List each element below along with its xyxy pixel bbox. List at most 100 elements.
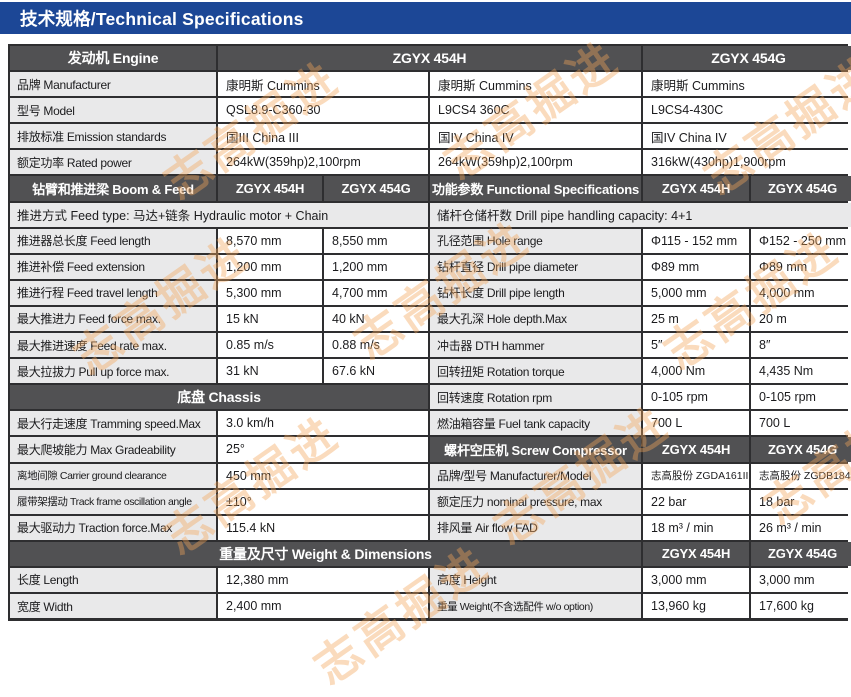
compressor-col-header-454h: ZGYX 454H	[643, 437, 749, 462]
cell-value: 8″	[751, 333, 851, 358]
cell-value: 0.88 m/s	[324, 333, 428, 358]
cell-value: L9CS4-430C	[643, 98, 851, 123]
cell-value: 4,000 mm	[751, 280, 851, 305]
feed-type-note: 推进方式 Feed type: 马达+链条 Hydraulic motor + …	[10, 202, 428, 227]
row-label: 钻杆长度 Drill pipe length	[430, 280, 641, 305]
cell-value: 国IV China IV	[643, 124, 851, 149]
cell-value: 26 m³ / min	[751, 515, 851, 540]
section-header-boom-feed: 钻臂和推进梁 Boom & Feed	[10, 176, 216, 201]
cell-value: 67.6 kN	[324, 359, 428, 384]
cell-value: 4,435 Nm	[751, 359, 851, 384]
cell-value: 700 L	[643, 411, 749, 436]
row-label: 推进补偿 Feed extension	[10, 254, 216, 279]
cell-value: 志高股份 ZGDB184IIIL-H	[751, 463, 851, 488]
cell-value: 264kW(359hp)2,100rpm	[430, 150, 641, 175]
cell-value: 3,000 mm	[751, 567, 851, 592]
cell-value: 22 bar	[643, 489, 749, 514]
cell-value: 18 bar	[751, 489, 851, 514]
cell-value: 20 m	[751, 306, 851, 332]
cell-value: 0.85 m/s	[218, 333, 322, 358]
row-label: 冲击器 DTH hammer	[430, 333, 641, 358]
section-header-chassis: 底盘 Chassis	[10, 385, 428, 410]
cell-value: 700 L	[751, 411, 851, 436]
wd-col-header-454g: ZGYX 454G	[751, 541, 851, 566]
cell-value: 3,000 mm	[643, 567, 749, 592]
cell-value: 国III China III	[218, 124, 428, 149]
cell-value: 450 mm	[218, 463, 428, 488]
row-label: 燃油箱容量 Fuel tank capacity	[430, 411, 641, 436]
functional-col-header-454g: ZGYX 454G	[751, 176, 851, 201]
cell-value: 5,300 mm	[218, 280, 322, 305]
cell-value: QSL8.9-C360-30	[218, 98, 428, 123]
row-label: 回转扭矩 Rotation torque	[430, 359, 641, 384]
cell-value: 5″	[643, 333, 749, 358]
cell-value: 316kW(430hp)1,900rpm	[643, 150, 851, 175]
row-label: 推进器总长度 Feed length	[10, 228, 216, 253]
cell-value: 25 m	[643, 306, 749, 332]
section-header-functional: 功能参数 Functional Specifications	[430, 176, 641, 201]
boom-col-header-454h: ZGYX 454H	[218, 176, 322, 201]
row-label: 孔径范围 Hole range	[430, 228, 641, 253]
cell-value: 8,570 mm	[218, 228, 322, 253]
cell-value: Φ152 - 250 mm	[751, 228, 851, 253]
cell-value: 5,000 mm	[643, 280, 749, 305]
cell-value: 4,700 mm	[324, 280, 428, 305]
row-label: 高度 Height	[430, 567, 641, 592]
row-label: 品牌/型号 Manufacturer/Model	[430, 463, 641, 488]
row-label: 额定压力 nominal pressure, max	[430, 489, 641, 514]
cell-value: 志高股份 ZGDA161IIIJ-H	[643, 463, 749, 488]
row-label: 排风量 Air flow FAD	[430, 515, 641, 540]
cell-value: 25°	[218, 437, 428, 462]
cell-value: 12,380 mm	[218, 567, 428, 592]
row-label: 钻杆直径 Drill pipe diameter	[430, 254, 641, 279]
functional-col-header-454h: ZGYX 454H	[643, 176, 749, 201]
row-label: 最大爬坡能力 Max Gradeability	[10, 437, 216, 462]
row-label: 型号 Model	[10, 98, 216, 123]
cell-value: 15 kN	[218, 306, 322, 332]
row-label: 长度 Length	[10, 567, 216, 592]
cell-value: 1,200 mm	[218, 254, 322, 279]
row-label: 回转速度 Rotation rpm	[430, 385, 641, 410]
cell-value: 4,000 Nm	[643, 359, 749, 384]
section-header-compressor: 螺杆空压机 Screw Compressor	[430, 437, 641, 462]
cell-value: Φ115 - 152 mm	[643, 228, 749, 253]
cell-value: 17,600 kg	[751, 593, 851, 619]
cell-value: 31 kN	[218, 359, 322, 384]
cell-value: 18 m³ / min	[643, 515, 749, 540]
cell-value: 2,400 mm	[218, 593, 428, 619]
row-label: 品牌 Manufacturer	[10, 72, 216, 97]
spec-table: 发动机 Engine ZGYX 454H ZGYX 454G 品牌 Manufa…	[8, 44, 851, 621]
cell-value: 3.0 km/h	[218, 411, 428, 436]
row-label: 离地间隙 Carrier ground clearance	[10, 463, 216, 488]
cell-value: 国IV China IV	[430, 124, 641, 149]
cell-value: 康明斯 Cummins	[643, 72, 851, 97]
cell-value: 8,550 mm	[324, 228, 428, 253]
row-label: 宽度 Width	[10, 593, 216, 619]
row-label: 最大行走速度 Tramming speed.Max	[10, 411, 216, 436]
engine-col-header-454h: ZGYX 454H	[218, 46, 641, 71]
row-label: 排放标准 Emission standards	[10, 124, 216, 149]
section-header-weight-dimensions: 重量及尺寸 Weight & Dimensions	[10, 541, 641, 566]
row-label: 履带架摆动 Track frame oscillation angle	[10, 489, 216, 514]
cell-value: 264kW(359hp)2,100rpm	[218, 150, 428, 175]
cell-value: Φ89 mm	[643, 254, 749, 279]
cell-value: 1,200 mm	[324, 254, 428, 279]
cell-value: 13,960 kg	[643, 593, 749, 619]
cell-value: 0-105 rpm	[643, 385, 749, 410]
row-label: 最大拉拔力 Pull up force max.	[10, 359, 216, 384]
page-title: 技术规格/Technical Specifications	[0, 2, 851, 34]
row-label: 最大孔深 Hole depth.Max	[430, 306, 641, 332]
cell-value: 康明斯 Cummins	[430, 72, 641, 97]
row-label: 推进行程 Feed travel length	[10, 280, 216, 305]
row-label: 最大驱动力 Traction force.Max	[10, 515, 216, 540]
row-label: 最大推进速度 Feed rate max.	[10, 333, 216, 358]
row-label: 额定功率 Rated power	[10, 150, 216, 175]
row-label: 重量 Weight(不含选配件 w/o option)	[430, 593, 641, 619]
cell-value: 0-105 rpm	[751, 385, 851, 410]
cell-value: Φ89 mm	[751, 254, 851, 279]
section-header-engine: 发动机 Engine	[10, 46, 216, 71]
cell-value: 40 kN	[324, 306, 428, 332]
pipe-capacity-note: 储杆仓储杆数 Drill pipe handling capacity: 4+1	[430, 202, 851, 227]
compressor-col-header-454g: ZGYX 454G	[751, 437, 851, 462]
engine-col-header-454g: ZGYX 454G	[643, 46, 851, 71]
